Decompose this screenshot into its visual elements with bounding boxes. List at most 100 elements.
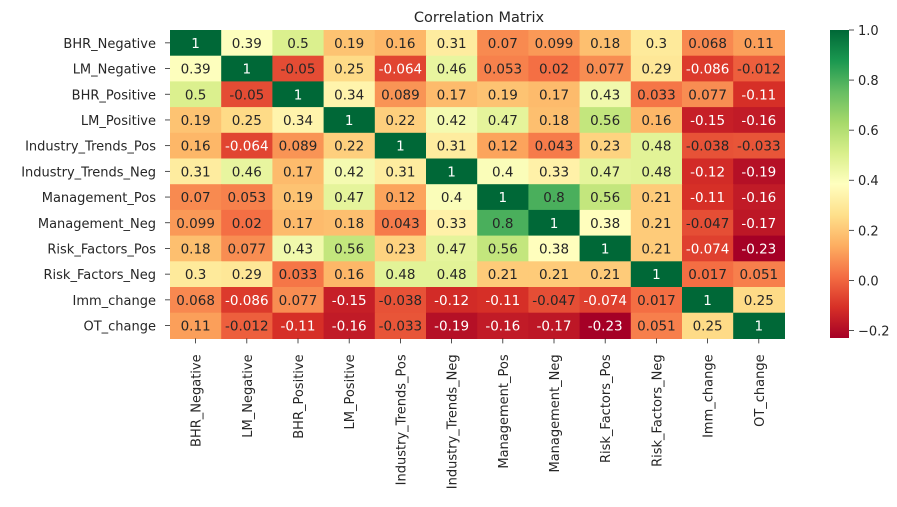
cell-value-label: 0.17 (437, 87, 467, 103)
heatmap-cell (528, 55, 581, 82)
cell-value-label: 0.21 (590, 267, 620, 283)
heatmap-cell (682, 287, 734, 314)
heatmap-cell (733, 158, 785, 185)
cell-value-label: 0.5 (287, 36, 308, 52)
heatmap-cell (272, 209, 325, 237)
row-tick-label: Imm_change (72, 294, 156, 309)
row-tick-label: Management_Neg (38, 217, 156, 232)
cell-value-label: 0.3 (646, 36, 667, 52)
cell-value-label: -0.047 (686, 216, 730, 232)
heatmap-cell (579, 235, 632, 262)
row-tick-label: LM_Negative (73, 63, 156, 78)
cell-value-label: 0.25 (693, 319, 723, 335)
heatmap-cell (528, 235, 581, 262)
heatmap-cell (221, 158, 273, 185)
row-labels: BHR_Negative LM_Negative BHR_Positive LM_Po… (21, 37, 170, 335)
cell-value-label: 0.47 (334, 190, 364, 206)
heatmap-cell (528, 261, 581, 288)
heatmap-cell (221, 261, 273, 288)
row-tick-label: Industry_Trends_Neg (21, 165, 156, 180)
cell-value-label: 0.21 (488, 267, 518, 283)
heatmap-cell (682, 235, 734, 262)
cell-value-label: 0.31 (437, 36, 467, 52)
colorbar-tick-label: 0.6 (858, 124, 879, 139)
heatmap-cell (221, 312, 273, 339)
cell-value-label: 0.33 (437, 216, 467, 232)
heatmap-cell (221, 209, 273, 237)
cell-value-label: 0.033 (279, 267, 318, 283)
heatmap-cell (528, 107, 581, 134)
heatmap-cell (426, 158, 478, 185)
cell-value-label: 0.8 (543, 190, 564, 206)
cell-value-label: -0.19 (434, 319, 469, 335)
heatmap-cell (374, 158, 427, 185)
cell-value-label: -0.086 (225, 293, 269, 309)
cell-value-label: 0.4 (441, 190, 462, 206)
cell-value-label: 0.47 (437, 241, 467, 257)
heatmap-cell (323, 81, 376, 108)
heatmap-cell (579, 287, 632, 314)
column-tick-label: Management_Pos (497, 354, 512, 468)
cell-value-label: 0.23 (590, 139, 620, 155)
heatmap-cell (323, 55, 376, 82)
heatmap-cell (426, 261, 478, 288)
cell-value-label: 0.19 (283, 190, 313, 206)
cell-value-label: -0.012 (737, 62, 781, 78)
heatmap-cell (477, 81, 529, 108)
cell-value-label: 0.19 (334, 36, 364, 52)
heatmap-cell (170, 30, 222, 57)
cell-value-label: 0.46 (232, 164, 262, 180)
cell-value-label: 0.39 (181, 62, 211, 78)
heatmap-cell (630, 312, 683, 339)
heatmap-cell (630, 132, 683, 160)
cell-value-label: 0.25 (232, 113, 262, 129)
row-tick-label: LM_Positive (81, 114, 156, 129)
heatmap-cell (477, 107, 529, 134)
cell-value-label: 0.38 (539, 241, 569, 257)
cell-value-label: 0.19 (181, 113, 211, 129)
cell-value-label: 0.077 (688, 87, 727, 103)
cell-value-label: 0.02 (539, 62, 569, 78)
heatmap-cell (477, 158, 529, 185)
cell-value-label: 0.38 (590, 216, 620, 232)
heatmap-cell (682, 158, 734, 185)
cell-value-label: 0.02 (232, 216, 262, 232)
heatmap-cell (528, 158, 581, 185)
cell-value-label: 0.31 (385, 164, 415, 180)
heatmap-cell (477, 287, 529, 314)
cell-value-label: -0.12 (434, 293, 469, 309)
column-tick-label: Industry_Trends_Neg (446, 354, 461, 489)
cell-value-label: 0.43 (590, 87, 620, 103)
cell-value-label: -0.11 (281, 319, 316, 335)
heatmap-cell (374, 30, 427, 57)
heatmap-cell (221, 184, 273, 211)
colorbar (830, 30, 849, 338)
cell-value-label: 0.46 (437, 62, 467, 78)
cell-value-label: 1 (601, 241, 610, 257)
heatmap-cell (630, 287, 683, 314)
cell-value-label: 1 (345, 113, 354, 129)
cell-value-label: 0.34 (283, 113, 313, 129)
heatmap-cell (682, 209, 734, 237)
heatmap-cell (477, 132, 529, 160)
cell-value-label: 0.033 (637, 87, 676, 103)
cell-value-label: 0.068 (176, 293, 215, 309)
cell-value-label: 0.043 (535, 139, 574, 155)
cell-value-label: -0.12 (690, 164, 725, 180)
cell-value-label: -0.16 (741, 113, 776, 129)
cell-value-label: 0.17 (283, 164, 313, 180)
cell-value-label: 0.29 (641, 62, 671, 78)
cell-value-label: 0.48 (385, 267, 415, 283)
cell-value-label: -0.038 (686, 139, 730, 155)
heatmap-cell (426, 30, 478, 57)
heatmap-cell (682, 184, 734, 211)
row-tick-label: Risk_Factors_Pos (47, 242, 156, 257)
cell-value-label: 0.21 (641, 216, 671, 232)
cell-value-label: 0.19 (488, 87, 518, 103)
heatmap-cell (733, 287, 785, 314)
cell-value-label: -0.16 (332, 319, 367, 335)
heatmap-cell (528, 184, 581, 211)
heatmap-cell (733, 235, 785, 262)
heatmap-cell (272, 235, 325, 262)
row-tick-label: BHR_Negative (63, 37, 156, 52)
